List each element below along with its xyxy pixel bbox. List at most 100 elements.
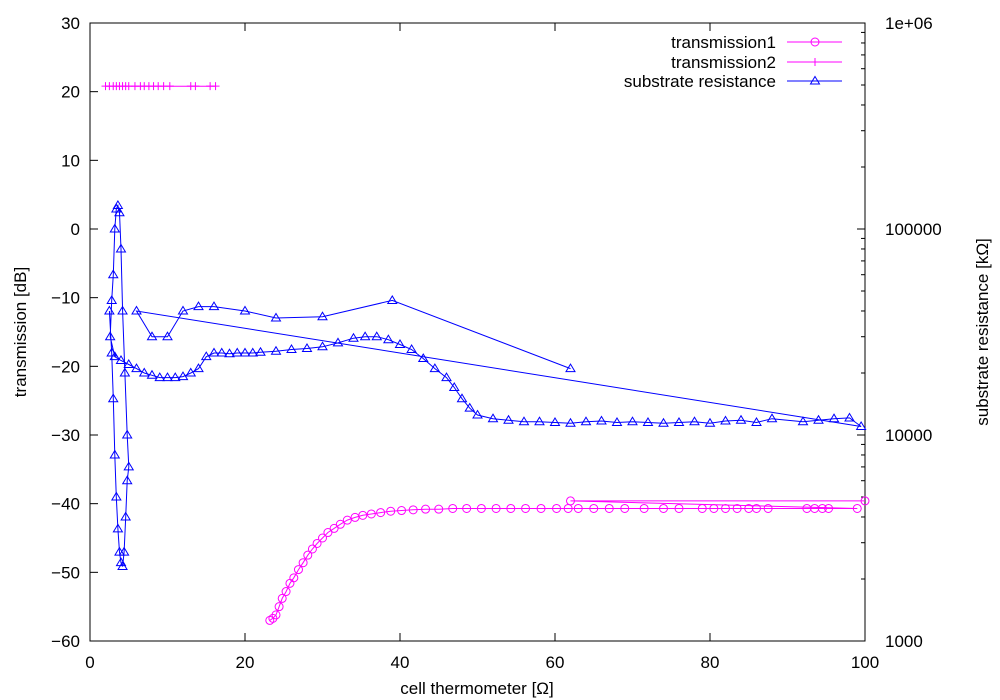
point-substrate-resistance-40 <box>231 347 243 357</box>
point-transmission1-4 <box>277 593 287 603</box>
point-substrate-resistance-72 <box>642 417 654 426</box>
point-substrate-resistance-27 <box>131 363 142 373</box>
point-substrate-resistance-55 <box>417 353 429 363</box>
point-transmission1-54 <box>852 503 862 513</box>
point-transmission1-39 <box>620 503 630 513</box>
point-substrate-resistance-42 <box>247 347 259 357</box>
point-substrate-resistance-10 <box>120 511 132 521</box>
point-substrate-resistance-74 <box>673 417 685 426</box>
point-substrate-resistance-16 <box>115 243 127 253</box>
y-tick-label-1: −50 <box>51 563 80 582</box>
point-substrate-resistance-15 <box>117 305 128 315</box>
point-substrate-resistance-96 <box>565 363 576 373</box>
point-substrate-resistance-23 <box>104 331 116 341</box>
point-substrate-resistance-37 <box>208 347 220 357</box>
point-transmission1-5 <box>281 587 291 597</box>
point-substrate-resistance-91 <box>208 301 220 311</box>
point-transmission1-40 <box>639 503 649 513</box>
point-substrate-resistance-24 <box>109 351 121 361</box>
plot-frame <box>89 22 866 642</box>
point-transmission1-20 <box>366 509 376 519</box>
point-transmission1-55 <box>566 496 575 506</box>
point-substrate-resistance-41 <box>239 347 251 357</box>
point-substrate-resistance-66 <box>549 417 561 426</box>
point-transmission2-17 <box>191 82 200 91</box>
point-substrate-resistance-83 <box>828 413 840 423</box>
point-substrate-resistance-21 <box>107 269 119 279</box>
y-tick-label-3: −30 <box>51 426 80 445</box>
point-transmission1-34 <box>552 503 562 513</box>
point-transmission1-43 <box>697 503 707 513</box>
point-transmission2-15 <box>165 82 174 91</box>
point-substrate-resistance-61 <box>472 409 483 419</box>
y-tick-label-9: 30 <box>61 14 80 33</box>
point-transmission1-49 <box>763 503 773 513</box>
point-transmission1-23 <box>397 506 407 516</box>
point-substrate-resistance-85 <box>855 421 867 430</box>
point-substrate-resistance-8 <box>117 561 128 570</box>
point-substrate-resistance-68 <box>580 416 592 426</box>
y-tick-label-8: 20 <box>61 83 80 102</box>
y2-tick-label-3: 1e+06 <box>885 14 933 33</box>
y-tick-label-6: 0 <box>71 220 80 239</box>
point-transmission1-31 <box>506 503 516 513</box>
legend-marker-transmission2 <box>811 58 819 66</box>
x-tick-label-4: 80 <box>701 653 720 672</box>
legend-label-transmission2: transmission2 <box>671 53 776 72</box>
point-substrate-resistance-90 <box>193 301 204 311</box>
y-tick-label-4: −20 <box>51 357 80 376</box>
point-substrate-resistance-94 <box>317 311 328 321</box>
point-substrate-resistance-31 <box>162 372 173 382</box>
point-substrate-resistance-26 <box>123 358 135 368</box>
y-tick-label-2: −40 <box>51 495 80 514</box>
point-substrate-resistance-76 <box>704 417 716 427</box>
point-substrate-resistance-22 <box>106 294 118 304</box>
point-substrate-resistance-93 <box>270 312 282 322</box>
point-substrate-resistance-36 <box>200 351 212 361</box>
point-substrate-resistance-4 <box>110 491 122 501</box>
x-axis-title: cell thermometer [Ω] <box>400 679 553 698</box>
point-substrate-resistance-51 <box>371 331 383 341</box>
legend-label-substrate-resistance: substrate resistance <box>624 72 776 91</box>
point-substrate-resistance-56 <box>429 363 441 373</box>
point-substrate-resistance-84 <box>844 412 855 422</box>
y2-tick-label-2: 100000 <box>885 220 942 239</box>
point-substrate-resistance-1 <box>106 347 118 357</box>
point-transmission1-48 <box>752 503 761 513</box>
point-transmission1-24 <box>408 505 418 515</box>
point-transmission1-46 <box>732 503 742 513</box>
point-transmission1-45 <box>721 503 730 513</box>
point-substrate-resistance-62 <box>487 413 499 423</box>
point-transmission1-30 <box>491 503 501 513</box>
point-substrate-resistance-80 <box>766 413 778 423</box>
point-substrate-resistance-28 <box>138 367 150 377</box>
point-transmission1-12 <box>312 538 322 548</box>
series-layer <box>101 82 870 625</box>
point-transmission1-11 <box>307 544 317 554</box>
point-substrate-resistance-53 <box>394 339 406 348</box>
point-transmission1-44 <box>709 503 719 513</box>
point-substrate-resistance-69 <box>596 415 607 425</box>
point-transmission1-10 <box>303 550 313 560</box>
point-substrate-resistance-38 <box>216 347 228 357</box>
point-substrate-resistance-54 <box>406 344 418 354</box>
point-substrate-resistance-35 <box>193 363 204 373</box>
legend: transmission1 transmission2 substrate re… <box>624 33 842 91</box>
point-transmission1-14 <box>323 528 333 538</box>
point-substrate-resistance-43 <box>255 346 266 356</box>
point-substrate-resistance-14 <box>119 367 131 377</box>
point-substrate-resistance-44 <box>270 345 282 355</box>
point-substrate-resistance-65 <box>534 416 545 426</box>
point-substrate-resistance-60 <box>464 402 476 412</box>
point-transmission1-19 <box>358 510 368 520</box>
legend-marker-substrate-resistance <box>809 75 821 85</box>
point-transmission1-9 <box>298 558 308 568</box>
point-substrate-resistance-75 <box>689 416 700 426</box>
point-substrate-resistance-39 <box>224 348 235 358</box>
point-substrate-resistance-67 <box>565 417 576 427</box>
point-substrate-resistance-29 <box>146 369 158 379</box>
point-substrate-resistance-9 <box>118 546 130 556</box>
series-line-substrate-resistance <box>108 203 862 567</box>
y-tick-label-5: −10 <box>51 289 80 308</box>
